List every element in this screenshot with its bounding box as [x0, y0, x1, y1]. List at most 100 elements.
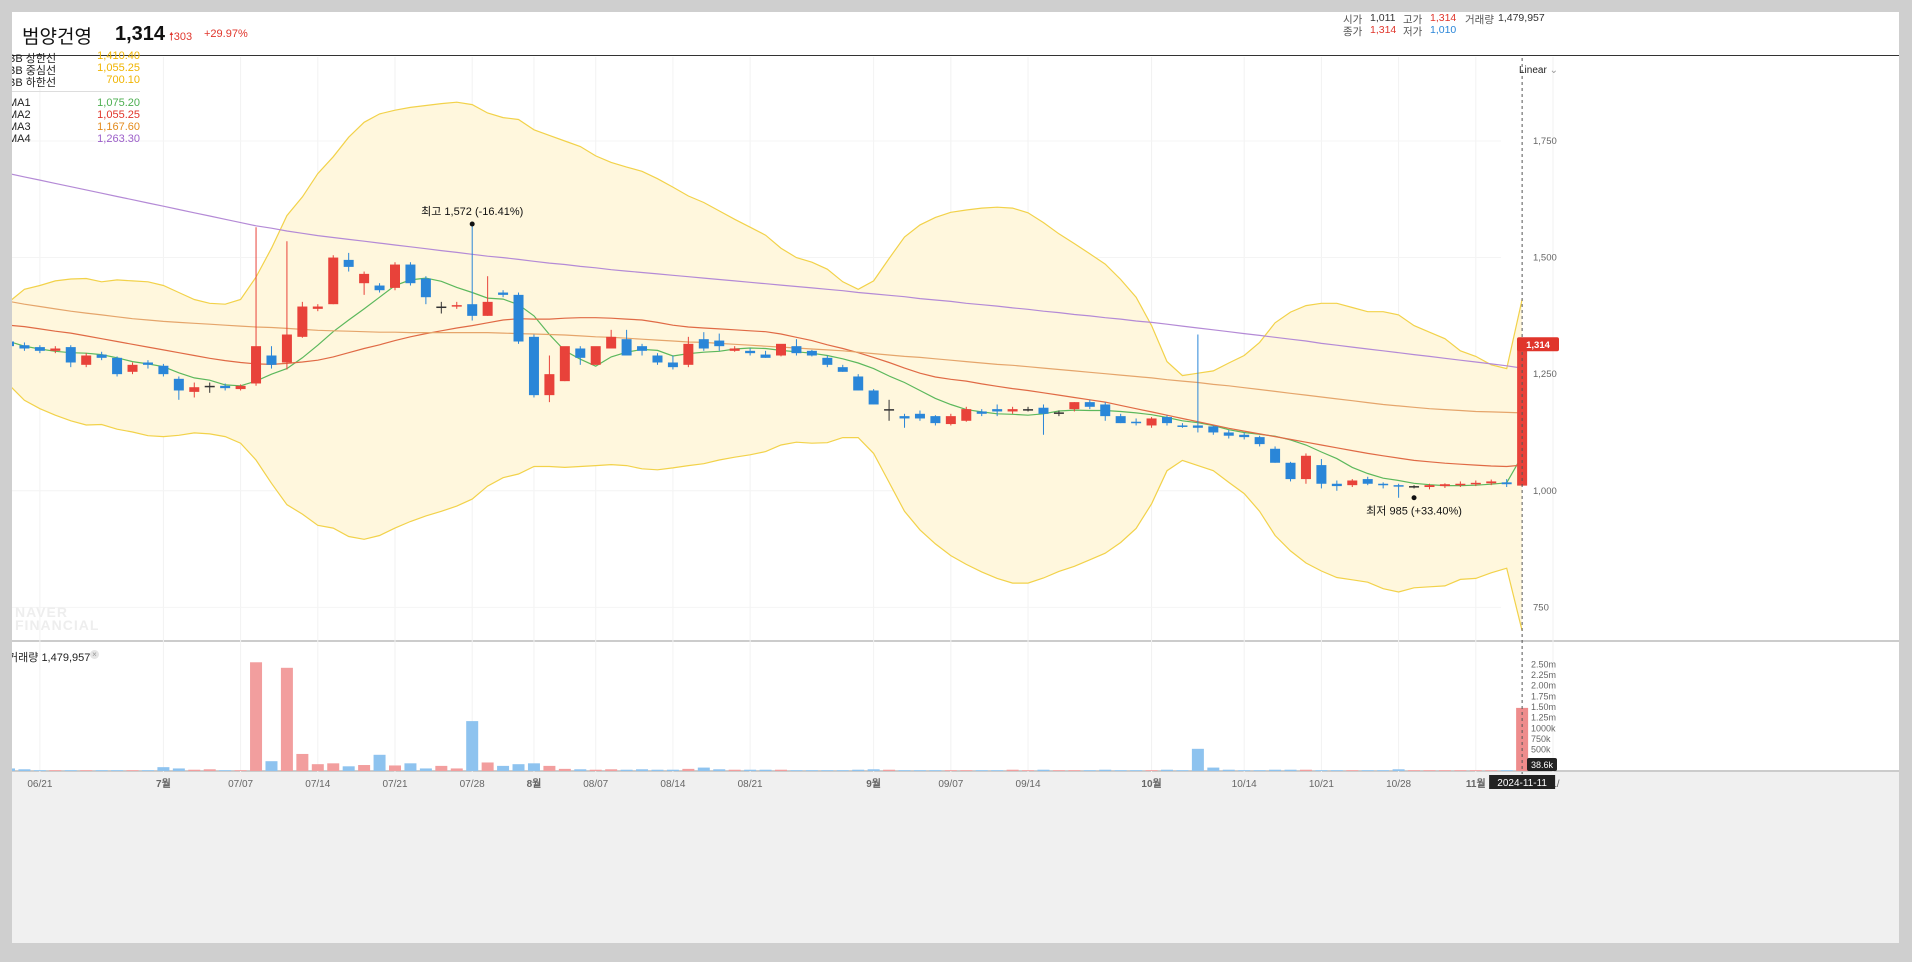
volume-bar [1006, 769, 1019, 771]
volume-bar [389, 765, 401, 771]
volume-bar [311, 764, 324, 771]
candle [806, 349, 817, 357]
candle-body [173, 378, 184, 391]
candle [235, 384, 246, 391]
legend-bb-middle-label: BB 중심선 [12, 65, 57, 77]
legend-ma3-label: MA3 [12, 121, 31, 133]
date-tick-label: 8월 [527, 778, 542, 790]
candle-body [544, 374, 555, 396]
stock-name: 범양건영 [22, 27, 92, 48]
candle-body [1239, 434, 1250, 438]
annotation-value: 1,572 (-16.41%) [444, 206, 523, 218]
candle-body [1393, 485, 1404, 487]
candle-body [312, 306, 323, 309]
crosshair-date-tag [1489, 775, 1556, 789]
candle [1254, 435, 1265, 447]
volume-tick-label: 2.00m [1531, 681, 1556, 691]
volume-bar [80, 770, 93, 771]
volume-tick-label: 1.50m [1531, 702, 1556, 712]
candle [1223, 430, 1234, 439]
legend-bb-upper-value: 1,410.40 [97, 50, 140, 62]
volume-bar [419, 768, 432, 771]
stock-chart[interactable]: 750 1,000 1,250 1,500 1,750 500k 750k 1000k 1.25… [12, 12, 1899, 943]
volume-bar [126, 770, 139, 771]
volume-bar [435, 765, 448, 771]
volume-bar [527, 763, 540, 771]
volume-bar [1469, 770, 1482, 771]
volume-bar [944, 770, 957, 771]
candle [961, 406, 972, 422]
candle [1007, 406, 1018, 414]
candle [189, 382, 200, 398]
volume-bar [558, 768, 571, 771]
volume-bar [234, 770, 247, 771]
low-label: 저가 [1403, 26, 1423, 38]
volume-bar [1176, 770, 1189, 771]
scale-mode-dropdown[interactable]: Linear ⌄ [1519, 65, 1558, 76]
candle [1270, 446, 1281, 463]
bollinger-band-fill [12, 102, 1523, 631]
high-label: 고가 [1403, 14, 1423, 26]
candle-body [1146, 418, 1157, 426]
candle-body [12, 341, 14, 347]
candle [112, 356, 123, 377]
candle [667, 355, 678, 370]
candle [513, 292, 524, 344]
volume-bar [49, 770, 62, 771]
candle-body [1378, 483, 1389, 486]
volume-bar [744, 769, 757, 771]
candle-body [513, 294, 524, 342]
candle [1115, 413, 1126, 424]
candle-body [220, 385, 231, 389]
chart-canvas[interactable]: 750 1,000 1,250 1,500 1,750 500k750k1000k1.25… [12, 12, 1899, 943]
candle [992, 404, 1003, 417]
volume-bar [605, 769, 618, 771]
candle-body [1254, 437, 1265, 445]
ma2-line [12, 317, 1523, 468]
candle-body [992, 409, 1003, 412]
candle-body [1084, 402, 1095, 407]
close-icon[interactable]: × [90, 650, 99, 659]
candle-body [1100, 404, 1111, 417]
x-axis-bar [12, 772, 1899, 943]
volume-bar [929, 770, 942, 771]
volume-bar [1068, 770, 1081, 771]
candle [1455, 481, 1466, 488]
candle-body [50, 348, 61, 351]
candle-body [1208, 426, 1219, 433]
volume-bar [64, 770, 77, 771]
candle [1347, 479, 1358, 488]
annotation-label: 최고 [421, 205, 444, 218]
candle-body [1115, 416, 1126, 424]
current-price-tag-text: 1,314 [1526, 340, 1550, 351]
volume-bar [172, 768, 185, 771]
candle-body [281, 334, 292, 363]
volume-bar [1361, 770, 1374, 771]
candle-body [1316, 465, 1327, 484]
volume-bar [991, 770, 1004, 771]
volume-bar [543, 765, 556, 771]
candle-body [791, 346, 802, 354]
volume-bar [512, 764, 525, 771]
close-value: 1,314 [1370, 24, 1397, 36]
candle [899, 413, 910, 428]
price-change: 🠕303 [169, 28, 192, 47]
candle [328, 255, 339, 305]
price-change-value: 303 [173, 31, 193, 43]
candle [96, 351, 107, 361]
volume-bar [1052, 770, 1065, 771]
candle [837, 364, 848, 372]
volume-bar [342, 766, 355, 771]
volume-tick-label: 1000k [1531, 723, 1556, 733]
candle-body [667, 362, 678, 368]
candle [1069, 402, 1080, 412]
candle-body [1439, 484, 1450, 487]
candle-body [575, 348, 586, 358]
candle-body [343, 259, 354, 267]
legend-ma1-value: 1,075.20 [97, 97, 140, 109]
volume-bar [1392, 769, 1405, 771]
volume-bar [1284, 769, 1297, 771]
candle-body [482, 301, 493, 316]
candle [173, 376, 184, 400]
volume-bar [790, 770, 803, 771]
